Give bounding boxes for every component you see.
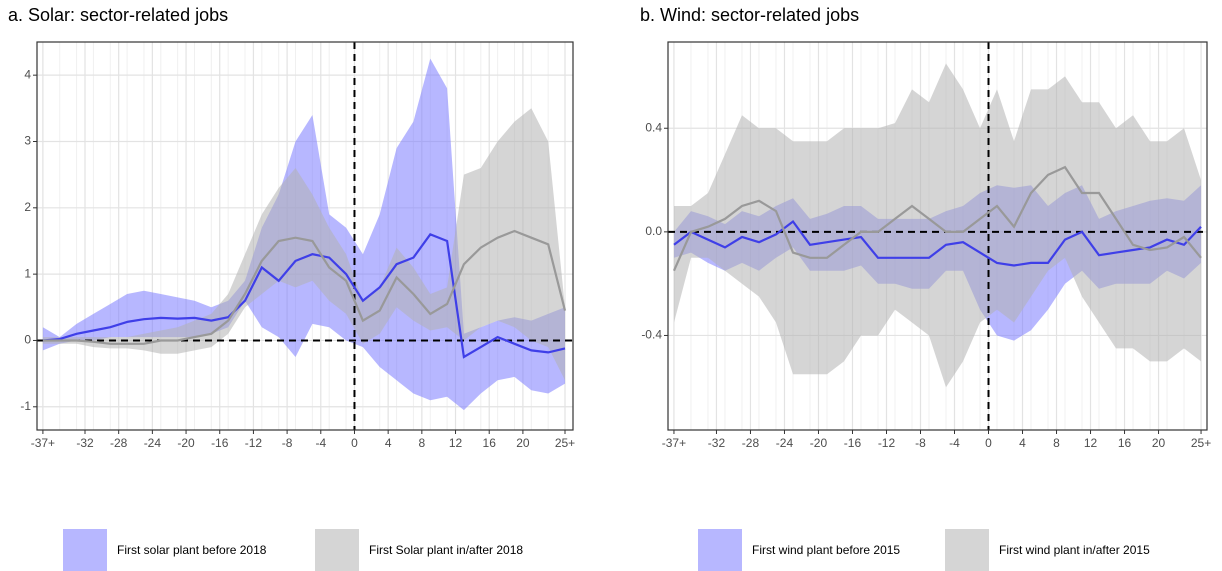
legend-text: First Solar plant in/after 2018 — [369, 543, 523, 557]
y-tick-label: 0 — [24, 333, 31, 347]
panel-title: b. Wind: sector-related jobs — [640, 5, 859, 25]
x-tick-label: -28 — [110, 436, 128, 450]
x-tick-label: -4 — [949, 436, 960, 450]
plot-border — [667, 41, 1208, 431]
legend-text: First solar plant before 2018 — [117, 543, 267, 557]
x-tick-label: 0 — [351, 436, 358, 450]
x-tick-label: 4 — [1019, 436, 1026, 450]
x-tick-label: 0 — [985, 436, 992, 450]
legend-swatch — [315, 529, 359, 571]
legend-swatch — [698, 529, 742, 571]
x-tick-label: -24 — [144, 436, 162, 450]
x-tick-label: 4 — [385, 436, 392, 450]
plot-border — [36, 41, 574, 431]
x-tick-label: -32 — [76, 436, 94, 450]
x-tick-label: -4 — [315, 436, 326, 450]
estimate-line — [42, 229, 567, 345]
legend-text: First wind plant in/after 2015 — [999, 543, 1150, 557]
estimate-line — [672, 165, 1202, 272]
y-tick-label: 1 — [24, 266, 31, 280]
x-tick-label: -8 — [282, 436, 293, 450]
x-tick-label: 20 — [1152, 436, 1166, 450]
x-tick-label: 20 — [516, 436, 530, 450]
x-tick-label: -20 — [810, 436, 828, 450]
x-tick-label: 12 — [449, 436, 463, 450]
x-tick-label: -16 — [211, 436, 229, 450]
x-tick-label: 25+ — [1191, 436, 1211, 450]
legend-text: First wind plant before 2015 — [752, 543, 900, 557]
panel: b. Wind: sector-related jobs -0.4 0.0 0.4 -3… — [640, 5, 1211, 571]
x-tick-label: -12 — [878, 436, 896, 450]
x-tick-label: 12 — [1084, 436, 1098, 450]
y-tick-label: -0.4 — [641, 328, 662, 342]
x-tick-label: -20 — [177, 436, 195, 450]
y-tick-label: 3 — [24, 134, 31, 148]
y-tick-label: -1 — [20, 399, 31, 413]
y-tick-label: 2 — [24, 200, 31, 214]
x-tick-label: 8 — [418, 436, 425, 450]
x-tick-label: -12 — [245, 436, 263, 450]
x-tick-label: -8 — [915, 436, 926, 450]
x-tick-label: -37+ — [31, 436, 55, 450]
panel-title: a. Solar: sector-related jobs — [8, 5, 228, 25]
x-tick-label: -37+ — [662, 436, 686, 450]
y-tick-label: 4 — [24, 67, 31, 81]
x-tick-label: -16 — [844, 436, 862, 450]
panel: a. Solar: sector-related jobs-101234-37+… — [8, 5, 575, 571]
legend-swatch — [63, 529, 107, 571]
x-tick-label: -32 — [708, 436, 726, 450]
x-tick-label: 25+ — [555, 436, 575, 450]
x-tick-label: 8 — [1053, 436, 1060, 450]
estimate-line — [42, 232, 566, 359]
y-tick-label: 0.0 — [645, 224, 662, 238]
y-tick-label: 0.4 — [645, 120, 662, 134]
legend-swatch — [945, 529, 989, 571]
x-tick-label: 16 — [1118, 436, 1132, 450]
x-tick-label: -28 — [742, 436, 760, 450]
x-tick-label: 16 — [483, 436, 497, 450]
estimate-line — [673, 219, 1202, 267]
x-tick-label: -24 — [776, 436, 794, 450]
